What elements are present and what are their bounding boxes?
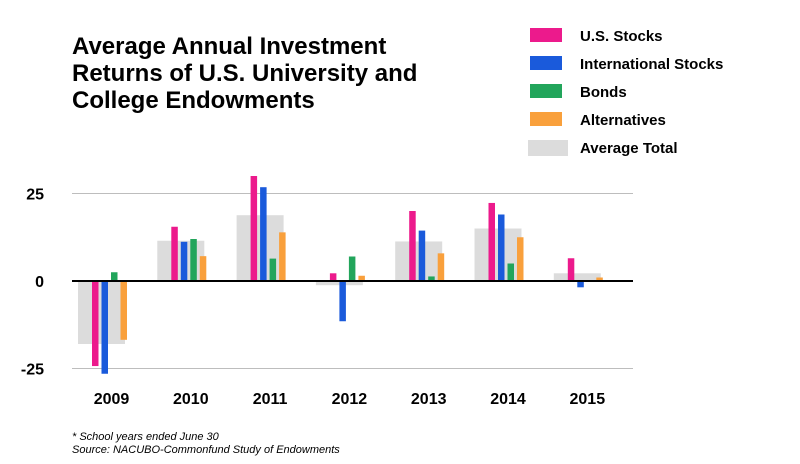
chart-notes: * School years ended June 30 Source: NAC… (72, 431, 340, 456)
legend-swatch-international-stocks (530, 56, 562, 70)
bar-u-s-stocks-2014 (488, 202, 495, 281)
y-axis-ticks: 25 0 -25 (21, 187, 44, 379)
chart-title: Average Annual Investment Returns of U.S… (72, 33, 417, 114)
bar-bonds-2011 (269, 258, 277, 281)
legend-swatch-average-total (528, 140, 568, 156)
bar-international-stocks-2015 (577, 281, 584, 288)
x-tick-label-2011: 2011 (253, 391, 288, 408)
bar-alternatives-2013 (437, 253, 445, 281)
bar-u-s-stocks-2015 (567, 258, 575, 281)
footnote-school-years: * School years ended June 30 (72, 431, 220, 443)
legend-label-u-s-stocks: U.S. Stocks (580, 28, 663, 45)
gridlines (72, 193, 633, 369)
series-bars (92, 176, 603, 374)
bar-bonds-2014 (507, 263, 514, 281)
y-tick-label-25: 25 (26, 187, 44, 204)
x-tick-label-2012: 2012 (332, 391, 368, 408)
bar-u-s-stocks-2012 (329, 273, 337, 281)
x-tick-label-2013: 2013 (411, 391, 447, 408)
x-tick-label-2010: 2010 (173, 391, 209, 408)
legend-swatch-bonds (530, 84, 562, 98)
legend-label-bonds: Bonds (580, 84, 627, 101)
bar-alternatives-2015 (596, 277, 603, 281)
bar-international-stocks-2012 (339, 281, 346, 322)
bar-alternatives-2010 (199, 256, 207, 281)
bar-u-s-stocks-2013 (409, 211, 416, 281)
bar-international-stocks-2009 (101, 281, 108, 374)
bar-international-stocks-2014 (498, 214, 505, 281)
chart-title-line-1: Average Annual Investment (72, 33, 386, 60)
y-tick-label-0: 0 (35, 274, 44, 291)
legend-label-average-total: Average Total (580, 140, 678, 157)
x-tick-label-2009: 2009 (94, 391, 130, 408)
footnote-source: Source: NACUBO-Commonfund Study of Endow… (72, 444, 340, 456)
bar-u-s-stocks-2009 (92, 281, 99, 367)
legend-label-international-stocks: International Stocks (580, 56, 723, 73)
chart-title-line-2: Returns of U.S. University and (72, 60, 417, 87)
bar-u-s-stocks-2010 (171, 226, 178, 281)
bar-international-stocks-2013 (418, 230, 426, 281)
legend-swatch-u-s-stocks (530, 28, 562, 42)
bar-international-stocks-2010 (180, 241, 188, 281)
legend-swatch-alternatives (530, 112, 562, 126)
bar-alternatives-2009 (120, 281, 127, 340)
legend-label-alternatives: Alternatives (580, 112, 666, 129)
bar-alternatives-2012 (358, 275, 365, 281)
bar-bonds-2012 (348, 256, 356, 281)
x-tick-label-2015: 2015 (570, 391, 606, 408)
bar-alternatives-2011 (279, 232, 286, 281)
bar-alternatives-2014 (517, 237, 524, 281)
average-total-bar-2015 (553, 273, 601, 281)
legend: U.S. Stocks International Stocks Bonds Alte… (528, 28, 723, 157)
bar-u-s-stocks-2011 (250, 176, 258, 281)
bar-bonds-2009 (111, 272, 118, 281)
bar-bonds-2013 (428, 276, 435, 281)
bar-bonds-2010 (190, 239, 197, 281)
x-tick-label-2014: 2014 (490, 391, 526, 408)
chart-title-line-3: College Endowments (72, 87, 315, 114)
y-tick-label-25: -25 (21, 362, 44, 379)
x-axis-ticks: 2009 2010 2011 2012 2013 2014 2015 (94, 391, 605, 408)
bar-international-stocks-2011 (260, 187, 267, 281)
